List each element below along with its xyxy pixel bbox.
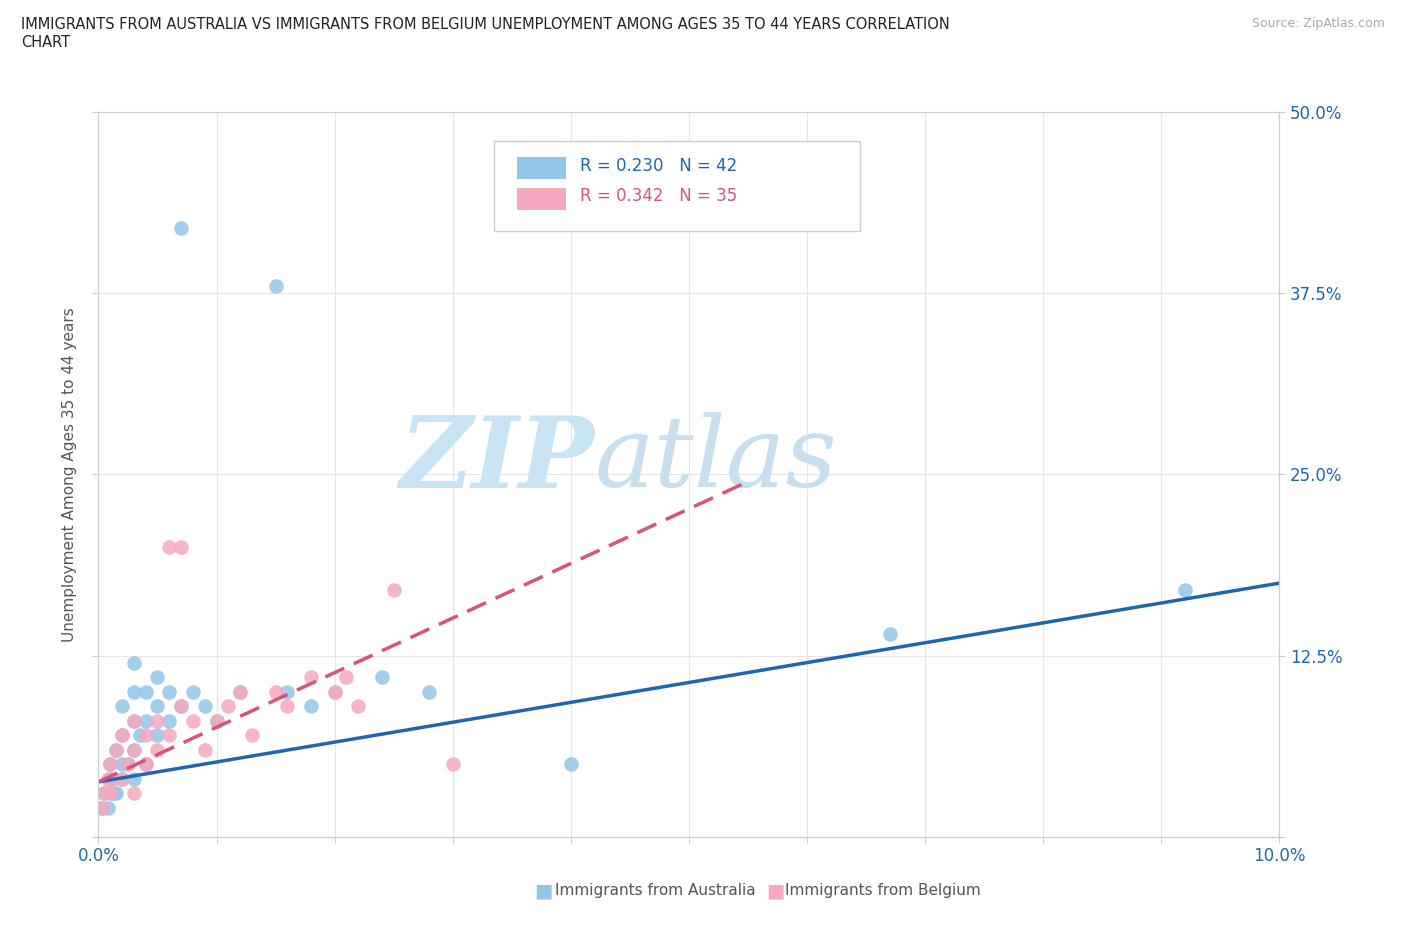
Point [194, 699, 217, 714]
Point [105, 742, 128, 757]
Point [111, 772, 134, 787]
Point [418, 684, 440, 699]
Text: R = 0.342   N = 35: R = 0.342 N = 35 [581, 188, 738, 206]
Point [128, 728, 150, 743]
Point [323, 684, 346, 699]
Point [217, 699, 239, 714]
Point [98, 757, 121, 772]
Point [181, 684, 204, 699]
Point [157, 684, 180, 699]
Text: CHART: CHART [21, 35, 70, 50]
Point [299, 670, 322, 684]
Text: ■: ■ [534, 882, 553, 900]
Point [111, 757, 134, 772]
Point [135, 757, 157, 772]
Point [122, 772, 145, 787]
Text: Immigrants from Australia: Immigrants from Australia [555, 884, 756, 898]
Point [105, 742, 128, 757]
Point [98, 757, 121, 772]
Point [117, 757, 139, 772]
Point [264, 278, 287, 293]
Point [93, 786, 115, 801]
Text: Source: ZipAtlas.com: Source: ZipAtlas.com [1251, 17, 1385, 30]
Point [135, 684, 157, 699]
Point [146, 728, 169, 743]
Point [111, 699, 134, 714]
Point [98, 772, 121, 787]
Point [347, 699, 370, 714]
Point [91, 801, 114, 816]
Point [371, 670, 394, 684]
Point [382, 583, 405, 598]
Point [205, 713, 228, 728]
Point [111, 728, 134, 743]
Point [335, 670, 357, 684]
Point [299, 699, 322, 714]
Text: R = 0.230   N = 42: R = 0.230 N = 42 [581, 157, 738, 175]
Point [560, 757, 582, 772]
Point [323, 684, 346, 699]
Point [170, 220, 193, 235]
Point [117, 757, 139, 772]
Point [205, 713, 228, 728]
Text: ■: ■ [766, 882, 785, 900]
Point [240, 728, 263, 743]
FancyBboxPatch shape [516, 157, 567, 179]
Point [122, 786, 145, 801]
Text: IMMIGRANTS FROM AUSTRALIA VS IMMIGRANTS FROM BELGIUM UNEMPLOYMENT AMONG AGES 35 : IMMIGRANTS FROM AUSTRALIA VS IMMIGRANTS … [21, 17, 950, 32]
Point [276, 684, 298, 699]
Point [157, 713, 180, 728]
Point [146, 699, 169, 714]
Point [97, 801, 120, 816]
Point [122, 713, 145, 728]
Point [170, 699, 193, 714]
Point [111, 772, 134, 787]
Point [122, 656, 145, 671]
Point [1174, 583, 1197, 598]
Point [135, 757, 157, 772]
Point [146, 670, 169, 684]
Text: Immigrants from Belgium: Immigrants from Belgium [785, 884, 980, 898]
Point [181, 713, 204, 728]
Point [101, 786, 124, 801]
Point [157, 539, 180, 554]
Point [101, 772, 124, 787]
Point [111, 728, 134, 743]
Y-axis label: Unemployment Among Ages 35 to 44 years: Unemployment Among Ages 35 to 44 years [62, 307, 77, 642]
Point [122, 742, 145, 757]
Point [264, 684, 287, 699]
Point [122, 742, 145, 757]
Point [229, 684, 252, 699]
Point [122, 684, 145, 699]
FancyBboxPatch shape [516, 188, 567, 209]
Point [98, 786, 121, 801]
FancyBboxPatch shape [494, 140, 860, 232]
Point [91, 801, 114, 816]
Point [879, 627, 901, 642]
Point [93, 786, 115, 801]
Point [157, 728, 180, 743]
Point [146, 742, 169, 757]
Text: atlas: atlas [595, 412, 837, 508]
Point [276, 699, 298, 714]
Point [170, 699, 193, 714]
Point [194, 742, 217, 757]
Point [441, 757, 464, 772]
Text: ZIP: ZIP [399, 412, 595, 508]
Point [229, 684, 252, 699]
Point [97, 772, 120, 787]
Point [105, 786, 128, 801]
Point [135, 713, 157, 728]
Point [146, 713, 169, 728]
Point [135, 728, 157, 743]
Point [122, 713, 145, 728]
Point [170, 539, 193, 554]
